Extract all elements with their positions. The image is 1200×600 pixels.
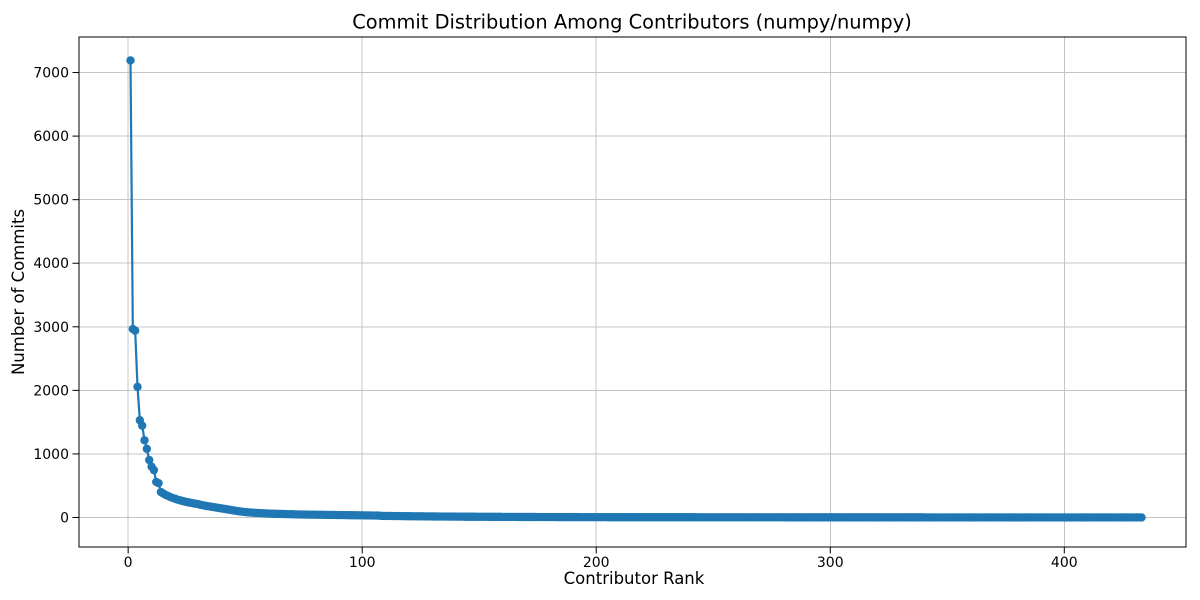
y-tick-label: 2000 <box>33 383 69 399</box>
data-point-marker <box>137 421 147 430</box>
plot-border <box>78 36 1187 548</box>
data-point-marker <box>126 56 135 65</box>
y-tick-label: 4000 <box>33 256 69 272</box>
y-axis-label: Number of Commits <box>9 209 28 375</box>
grid <box>79 37 1186 547</box>
y-tick-label: 5000 <box>33 193 69 209</box>
y-tick-label: 3000 <box>33 320 69 336</box>
data-point-marker <box>142 444 152 454</box>
data-point-marker <box>133 382 142 392</box>
data-series-commits <box>126 56 1146 522</box>
series-line <box>129 59 1143 519</box>
y-tick-label: 0 <box>60 511 69 527</box>
x-tick-label: 0 <box>124 555 133 571</box>
y-tick-label: 6000 <box>33 129 69 145</box>
y-tick-label: 7000 <box>33 66 69 82</box>
x-axis-label: Contributor Rank <box>564 569 705 588</box>
data-point-marker <box>140 436 149 445</box>
data-point-marker <box>149 465 159 475</box>
x-tick-label: 100 <box>349 555 376 571</box>
data-point-marker <box>130 326 140 335</box>
data-point-marker <box>145 455 154 465</box>
axis-ticks: 0 100 200 300 400010002000300040005000600070… <box>33 66 1077 571</box>
y-tick-label: 1000 <box>33 447 69 463</box>
x-tick-label: 300 <box>817 555 844 571</box>
data-point-marker <box>1137 513 1146 522</box>
chart-title: Commit Distribution Among Contributors (… <box>352 11 912 34</box>
x-tick-label: 200 <box>583 555 610 571</box>
data-point-marker <box>154 478 163 488</box>
x-tick-label: 400 <box>1051 555 1078 571</box>
